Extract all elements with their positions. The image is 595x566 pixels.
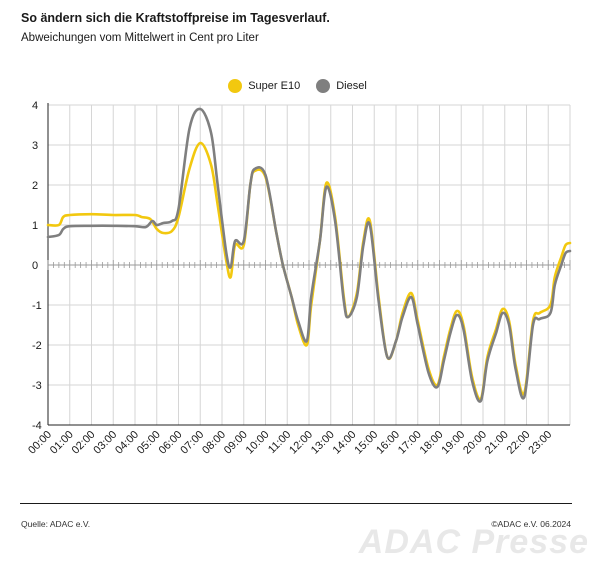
copyright-note: ©ADAC e.V. 06.2024 [491,519,571,529]
y-tick-label: -1 [32,300,42,312]
x-tick-label: 14:00 [331,429,359,457]
y-tick-label: -3 [32,380,42,392]
y-tick-label: 2 [32,180,38,192]
legend-label-diesel: Diesel [336,80,367,92]
line-chart: 4 3 2 1 0 -1 -2 -3 -400:0001:0002:0003:0004:0005… [26,100,572,457]
series-line-diesel [46,107,572,403]
y-tick-label: 4 [32,100,38,112]
x-tick-label: 07:00 [178,429,206,457]
y-tick-label: 1 [32,220,38,232]
y-tick-label: 3 [32,140,38,152]
x-tick-label: 10:00 [244,429,272,457]
x-tick-label: 09:00 [222,429,250,457]
x-tick-label: 20:00 [461,429,489,457]
legend: Super E10 Diesel [0,79,595,93]
x-tick-label: 01:00 [48,429,76,457]
x-tick-label: 13:00 [309,429,337,457]
x-tick-label: 00:00 [26,429,54,457]
y-tick-label: 0 [32,260,38,272]
x-tick-label: 11:00 [266,429,293,456]
y-tick-label: -2 [32,340,42,352]
legend-item-diesel: Diesel [316,79,367,93]
x-tick-label: 05:00 [135,429,163,457]
x-tick-label: 12:00 [287,429,315,457]
legend-label-super-e10: Super E10 [248,80,301,92]
watermark-logo: ADAC Presse [358,523,589,561]
legend-item-super-e10: Super E10 [228,79,300,93]
source-note: Quelle: ADAC e.V. [21,519,91,529]
x-tick-label: 18:00 [418,429,446,457]
y-tick-label: -4 [32,420,42,432]
x-tick-label: 19:00 [439,429,467,457]
chart-title: So ändern sich die Kraftstoffpreise im T… [21,11,330,25]
x-tick-label: 16:00 [374,429,402,457]
legend-swatch-diesel [316,79,331,93]
chart-subtitle: Abweichungen vom Mittelwert in Cent pro … [21,32,259,44]
x-tick-label: 06:00 [157,429,185,457]
x-tick-label: 02:00 [70,429,98,457]
x-tick-label: 17:00 [396,429,424,457]
legend-swatch-super-e10 [228,79,243,93]
x-tick-label: 04:00 [113,429,141,457]
x-tick-label: 15:00 [352,429,380,457]
x-tick-label: 21:00 [483,429,511,457]
x-tick-label: 03:00 [91,429,119,457]
x-tick-label: 22:00 [505,429,533,457]
x-tick-label: 23:00 [526,429,554,457]
x-tick-label: 08:00 [200,429,228,457]
footer-divider [20,503,572,504]
